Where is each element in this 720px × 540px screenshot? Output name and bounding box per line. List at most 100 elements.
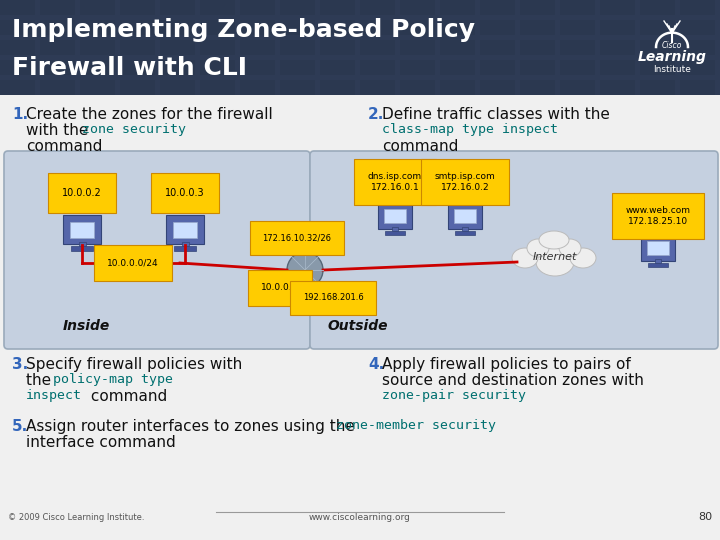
Bar	[40, 40, 75, 55]
FancyBboxPatch shape	[455, 231, 475, 235]
Text: 5.: 5.	[12, 419, 28, 434]
Text: 10.0.0.2: 10.0.0.2	[62, 188, 102, 198]
Bar	[80, 80, 115, 95]
Bar	[640, 80, 675, 95]
FancyBboxPatch shape	[384, 208, 406, 224]
Text: Firewall with CLI: Firewall with CLI	[12, 56, 247, 80]
Bar	[0, 40, 35, 55]
Bar	[200, 20, 235, 35]
Bar	[40, 60, 75, 75]
Text: www.web.com
172.18.25.10: www.web.com 172.18.25.10	[626, 206, 690, 226]
Bar	[400, 60, 435, 75]
Bar	[480, 40, 515, 55]
FancyBboxPatch shape	[392, 227, 398, 231]
Bar	[680, 0, 715, 15]
Bar	[680, 40, 715, 55]
Bar	[0, 60, 35, 75]
Bar	[480, 20, 515, 35]
FancyBboxPatch shape	[71, 246, 93, 251]
Bar	[360, 20, 395, 35]
Bar	[680, 60, 715, 75]
FancyBboxPatch shape	[4, 151, 310, 349]
Text: © 2009 Cisco Learning Institute.: © 2009 Cisco Learning Institute.	[8, 513, 145, 522]
FancyBboxPatch shape	[310, 151, 718, 349]
Bar	[640, 60, 675, 75]
Text: 2.: 2.	[368, 107, 384, 122]
Text: command: command	[26, 139, 102, 154]
Ellipse shape	[539, 231, 569, 249]
FancyBboxPatch shape	[641, 235, 675, 261]
Bar	[640, 0, 675, 15]
FancyBboxPatch shape	[174, 246, 196, 251]
Bar	[520, 40, 555, 55]
Bar	[480, 60, 515, 75]
Text: smtp.isp.com
172.16.0.2: smtp.isp.com 172.16.0.2	[435, 172, 495, 192]
Bar	[640, 40, 675, 55]
Bar	[120, 0, 155, 15]
Bar	[240, 20, 275, 35]
Bar	[520, 20, 555, 35]
Text: Define traffic classes with the: Define traffic classes with the	[382, 107, 610, 122]
Bar	[80, 40, 115, 55]
Bar	[320, 20, 355, 35]
FancyBboxPatch shape	[648, 263, 668, 267]
Text: command: command	[382, 139, 459, 154]
Text: 172.16.10.32/26: 172.16.10.32/26	[263, 233, 331, 242]
Text: zone-pair security: zone-pair security	[382, 389, 526, 402]
Text: Institute: Institute	[653, 64, 691, 73]
Text: 10.0.0.0/24: 10.0.0.0/24	[107, 259, 159, 267]
Bar	[200, 80, 235, 95]
Bar	[80, 60, 115, 75]
Bar	[240, 80, 275, 95]
Bar	[400, 80, 435, 95]
Text: interface command: interface command	[26, 435, 176, 450]
Bar	[520, 80, 555, 95]
Bar	[160, 0, 195, 15]
Bar	[80, 20, 115, 35]
FancyBboxPatch shape	[378, 203, 412, 229]
Bar	[560, 40, 595, 55]
Text: Inside: Inside	[63, 319, 110, 333]
FancyBboxPatch shape	[173, 221, 197, 238]
FancyBboxPatch shape	[462, 227, 468, 231]
FancyBboxPatch shape	[63, 215, 101, 244]
Bar	[600, 40, 635, 55]
FancyBboxPatch shape	[166, 215, 204, 244]
Ellipse shape	[570, 248, 596, 268]
Bar	[240, 0, 275, 15]
Bar	[360, 40, 395, 55]
Bar	[120, 60, 155, 75]
Text: source and destination zones with: source and destination zones with	[382, 373, 644, 388]
Bar	[600, 80, 635, 95]
Bar	[440, 80, 475, 95]
Text: dns.isp.com
172.16.0.1: dns.isp.com 172.16.0.1	[368, 172, 422, 192]
Bar	[280, 60, 315, 75]
Text: the: the	[26, 373, 56, 388]
Text: Specify firewall policies with: Specify firewall policies with	[26, 357, 242, 372]
FancyBboxPatch shape	[181, 241, 189, 246]
Ellipse shape	[527, 239, 549, 257]
Circle shape	[287, 252, 323, 288]
Bar	[600, 0, 635, 15]
Text: Internet: Internet	[533, 252, 577, 262]
Bar	[480, 80, 515, 95]
Bar	[240, 60, 275, 75]
Bar	[360, 0, 395, 15]
Text: Implementing Zone-based Policy: Implementing Zone-based Policy	[12, 18, 475, 42]
Bar	[680, 80, 715, 95]
Bar	[280, 40, 315, 55]
Bar	[600, 60, 635, 75]
Text: Cisco: Cisco	[662, 40, 682, 50]
Bar	[160, 20, 195, 35]
Bar	[680, 20, 715, 35]
Bar	[440, 0, 475, 15]
FancyBboxPatch shape	[78, 241, 86, 246]
Text: Outside: Outside	[328, 319, 389, 333]
Bar	[360, 80, 395, 95]
Bar	[640, 20, 675, 35]
Bar	[360, 60, 395, 75]
Bar	[40, 80, 75, 95]
Bar	[440, 40, 475, 55]
FancyBboxPatch shape	[70, 221, 94, 238]
Bar	[280, 20, 315, 35]
